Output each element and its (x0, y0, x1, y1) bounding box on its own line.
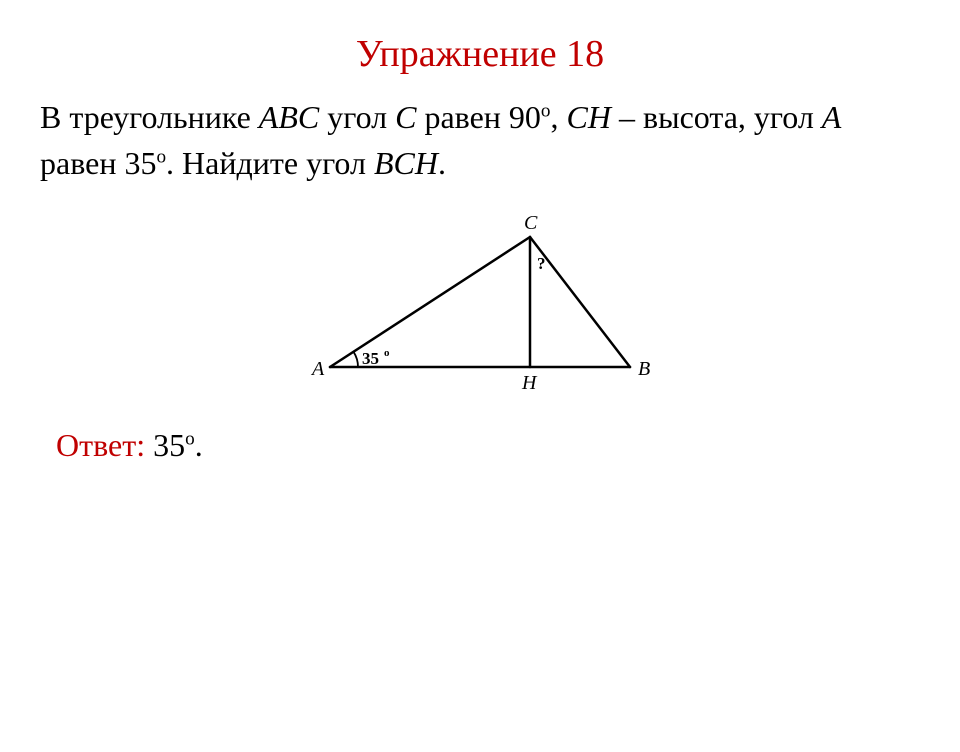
answer-value: 35 (153, 427, 185, 463)
text: равен 90 (416, 99, 540, 135)
diagram-container: A B C H 35 o? (0, 207, 960, 397)
problem-statement: В треугольнике ABC угол C равен 90о, CH … (0, 94, 960, 187)
text: . (438, 145, 446, 181)
text: . Найдите угол (166, 145, 374, 181)
degree-symbol: о (541, 100, 551, 121)
text: . (195, 427, 203, 463)
text: равен 35 (40, 145, 156, 181)
text: В треугольнике (40, 99, 259, 135)
answer-label: Ответ: (56, 427, 153, 463)
svg-text:35: 35 (362, 349, 379, 368)
svg-text:A: A (310, 358, 325, 380)
text: – (611, 99, 643, 135)
degree-symbol: о (156, 147, 166, 168)
svg-text:B: B (638, 358, 650, 380)
svg-text:?: ? (537, 254, 546, 273)
svg-text:C: C (524, 212, 538, 234)
var-bch: BCH (374, 145, 438, 181)
var-ch: CH (567, 99, 611, 135)
svg-text:o: o (384, 347, 390, 359)
text: высота, угол (643, 99, 822, 135)
var-c: C (395, 99, 416, 135)
answer-line: Ответ: 35о. (0, 427, 960, 464)
var-a: A (822, 99, 842, 135)
triangle-diagram: A B C H 35 o? (310, 207, 650, 397)
svg-text:H: H (521, 372, 538, 394)
var-abc: ABC (259, 99, 319, 135)
degree-symbol: о (185, 428, 195, 449)
text: , (551, 99, 567, 135)
exercise-title: Упражнение 18 (0, 32, 960, 76)
text: угол (319, 99, 395, 135)
